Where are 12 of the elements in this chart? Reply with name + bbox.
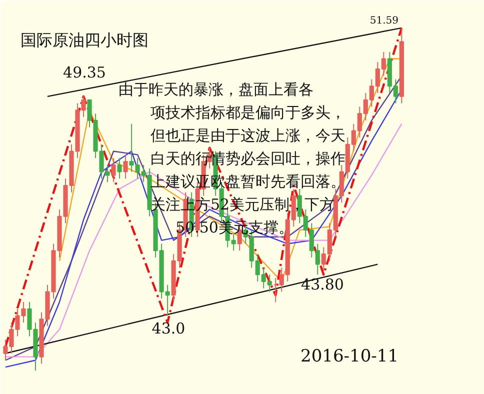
annotation: 43.80 xyxy=(301,276,344,294)
annotation: 49.35 xyxy=(63,64,106,82)
candlestick xyxy=(123,154,128,180)
annotation: 2016-10-11 xyxy=(300,346,399,366)
candlestick xyxy=(117,158,122,180)
annotation: 43.0 xyxy=(152,320,186,338)
chart-title: 国际原油四小时图 xyxy=(20,30,148,50)
annotation: 项技术指标都是偏向于多头， xyxy=(150,104,346,122)
annotation: 但也正是由于这波上涨，今天 xyxy=(150,126,346,144)
candlestick xyxy=(111,158,116,183)
text: 51.59 xyxy=(370,16,399,26)
annotation: 由于昨天的暴涨，盘面上看各 xyxy=(118,80,314,98)
